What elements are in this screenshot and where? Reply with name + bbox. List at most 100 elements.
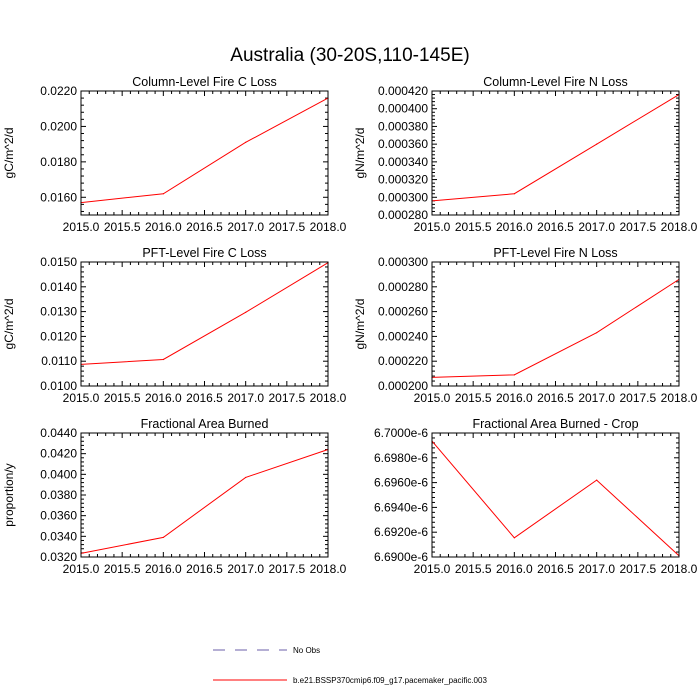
x-tick-label: 2016.5 <box>537 391 574 405</box>
data-point <box>162 536 164 538</box>
y-tick-label: 0.0360 <box>40 509 77 523</box>
plot-frame <box>80 432 329 558</box>
x-tick-label: 2015.5 <box>455 391 492 405</box>
data-point <box>513 537 515 539</box>
series-line <box>80 262 329 365</box>
y-tick-label: 6.6920e-6 <box>374 525 428 539</box>
x-tick-label: 2018.0 <box>661 220 698 234</box>
y-tick-label: 0.000380 <box>378 119 428 133</box>
y-axis-label: proportion/y <box>2 463 16 526</box>
x-tick-label: 2015.5 <box>104 391 141 405</box>
legend-label: No Obs <box>293 646 320 655</box>
x-tick-label: 2015.0 <box>414 391 451 405</box>
data-point <box>162 358 164 361</box>
y-axis-label: gN/m^2/d <box>353 128 367 179</box>
y-tick-label: 0.0150 <box>40 255 77 269</box>
x-tick-label: 2017.0 <box>227 562 264 576</box>
y-tick-label: 0.000320 <box>378 173 428 187</box>
y-axis-label: gC/m^2/d <box>2 128 16 179</box>
x-tick-label: 2015.0 <box>414 562 451 576</box>
legend: No Obs b.e21.BSSP370cmip6.f09_g17.pacemak… <box>213 646 487 685</box>
x-tick-label: 2017.0 <box>227 220 264 234</box>
y-tick-label: 0.0340 <box>40 529 77 543</box>
series-line <box>431 278 680 378</box>
x-tick-label: 2018.0 <box>661 562 698 576</box>
panel-title: Fractional Area Burned - Crop <box>472 417 638 431</box>
data-point <box>162 193 164 195</box>
x-tick-label: 2016.0 <box>496 391 533 405</box>
y-tick-label: 0.0120 <box>40 329 77 343</box>
panel-title: PFT-Level Fire N Loss <box>493 246 617 260</box>
plot-frame <box>80 90 329 216</box>
panel-title: PFT-Level Fire C Loss <box>142 246 266 260</box>
plot-frame <box>431 90 680 216</box>
chart-panel-6: Fractional Area Burned - Crop 2015.0 2015.… <box>374 417 698 576</box>
y-tick-label: 0.000240 <box>378 329 428 343</box>
y-tick-label: 0.0140 <box>40 280 77 294</box>
y-tick-label: 0.000200 <box>378 379 428 393</box>
x-tick-label: 2017.5 <box>619 562 656 576</box>
plot-frame <box>431 432 680 558</box>
y-tick-label: 6.7000e-6 <box>374 426 428 440</box>
x-tick-label: 2018.0 <box>661 391 698 405</box>
panel-title: Column-Level Fire N Loss <box>483 75 628 89</box>
plot-frame <box>431 261 680 387</box>
x-tick-label: 2017.5 <box>268 391 305 405</box>
x-tick-label: 2017.5 <box>268 562 305 576</box>
chart-panel-5: Fractional Area Burned 2015.0 2015.5 2016.0… <box>2 417 347 576</box>
x-tick-label: 2018.0 <box>310 391 347 405</box>
data-point <box>596 143 598 145</box>
x-tick-label: 2017.5 <box>619 391 656 405</box>
chart-panel-4: PFT-Level Fire N Loss 2015.0 2015.5 2016.0 2… <box>353 246 698 405</box>
panel-title: Fractional Area Burned <box>141 417 269 431</box>
x-tick-label: 2017.0 <box>578 391 615 405</box>
y-tick-label: 0.000420 <box>378 84 428 98</box>
series-line <box>80 97 329 204</box>
x-tick-label: 2015.5 <box>455 562 492 576</box>
y-tick-label: 0.0160 <box>40 190 77 204</box>
y-tick-label: 0.000260 <box>378 305 428 319</box>
data-point <box>513 193 515 195</box>
panels: Column-Level Fire C Loss 2015.0 2015.5 2016… <box>2 75 698 576</box>
y-axis-label: gC/m^2/d <box>2 299 16 350</box>
data-point <box>245 311 247 313</box>
y-tick-label: 0.000400 <box>378 102 428 116</box>
x-tick-label: 2016.0 <box>496 220 533 234</box>
y-tick-label: 0.000280 <box>378 280 428 294</box>
x-tick-label: 2018.0 <box>310 220 347 234</box>
x-tick-label: 2015.5 <box>104 562 141 576</box>
series-line <box>431 94 680 202</box>
y-tick-label: 0.000280 <box>378 208 428 222</box>
x-tick-label: 2015.0 <box>63 391 100 405</box>
y-tick-label: 0.000300 <box>378 255 428 269</box>
y-tick-label: 6.6900e-6 <box>374 550 428 564</box>
y-tick-label: 0.0380 <box>40 488 77 502</box>
plot-frame <box>80 261 329 387</box>
x-tick-label: 2016.0 <box>496 562 533 576</box>
y-tick-label: 0.000360 <box>378 137 428 151</box>
legend-label: b.e21.BSSP370cmip6.f09_g17.pacemaker_pac… <box>293 676 487 685</box>
x-tick-label: 2016.0 <box>145 391 182 405</box>
chart-panel-1: Column-Level Fire C Loss 2015.0 2015.5 2016… <box>2 75 347 234</box>
y-tick-label: 0.000220 <box>378 354 428 368</box>
data-point <box>245 476 247 479</box>
y-tick-label: 0.000340 <box>378 155 428 169</box>
x-tick-label: 2015.5 <box>104 220 141 234</box>
x-tick-label: 2018.0 <box>310 562 347 576</box>
y-axis-label: gN/m^2/d <box>353 299 367 350</box>
x-tick-label: 2017.0 <box>578 562 615 576</box>
series-line <box>431 440 680 557</box>
x-tick-label: 2017.0 <box>578 220 615 234</box>
chart-panel-2: Column-Level Fire N Loss 2015.0 2015.5 2016… <box>353 75 698 234</box>
x-tick-label: 2016.0 <box>145 562 182 576</box>
y-tick-label: 6.6960e-6 <box>374 476 428 490</box>
y-tick-label: 0.0400 <box>40 467 77 481</box>
x-tick-label: 2015.0 <box>63 220 100 234</box>
y-tick-label: 0.0100 <box>40 379 77 393</box>
figure-title: Australia (30-20S,110-145E) <box>230 45 469 66</box>
data-point <box>513 374 515 376</box>
y-tick-label: 0.0200 <box>40 119 77 133</box>
data-point <box>596 332 598 334</box>
